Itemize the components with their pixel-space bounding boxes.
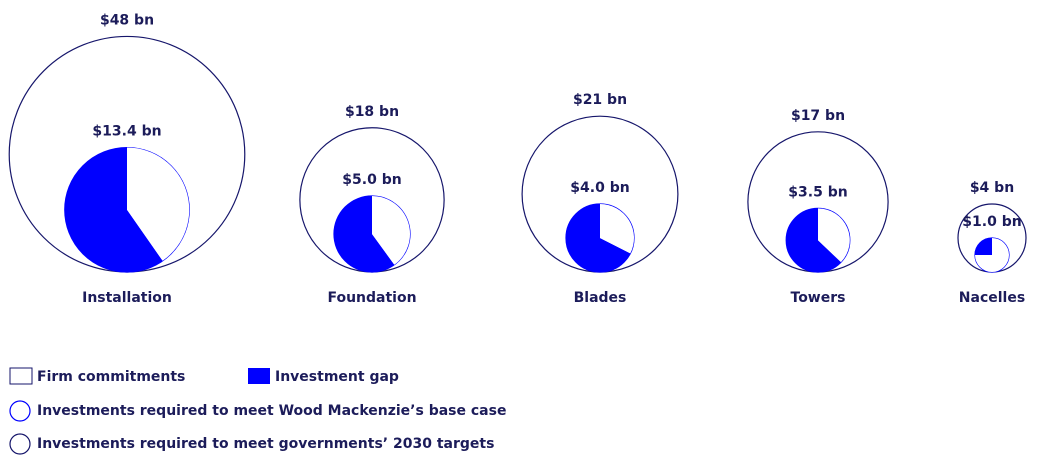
firm-wedge <box>127 147 190 261</box>
firm-wedge <box>372 195 411 265</box>
category-label: Installation <box>82 290 172 306</box>
category-label: Nacelles <box>959 290 1025 306</box>
legend-swatch-firm <box>9 367 33 385</box>
firm-wedge <box>600 204 635 254</box>
base-label: $1.0 bn <box>962 214 1021 230</box>
firm-wedge <box>975 238 1009 272</box>
base-label: $5.0 bn <box>342 172 401 188</box>
legend-swatch-target <box>9 433 31 455</box>
legend-swatch-gap <box>248 368 270 384</box>
legend-label: Investments required to meet governments… <box>37 436 494 452</box>
base-label: $13.4 bn <box>92 124 161 140</box>
gap-wedge <box>566 204 631 272</box>
legend-label: Investment gap <box>275 369 399 385</box>
target-label: $4 bn <box>970 180 1014 196</box>
category-label: Blades <box>574 290 627 306</box>
gap-wedge <box>333 195 395 272</box>
category-label: Towers <box>791 290 846 306</box>
target-label: $17 bn <box>791 108 845 124</box>
category-label: Foundation <box>327 290 416 306</box>
gap-wedge <box>786 208 841 273</box>
legend-label: Firm commitments <box>37 369 185 385</box>
target-label: $18 bn <box>345 104 399 120</box>
legend: Firm commitments Investment gap Investme… <box>9 367 506 455</box>
base-label: $4.0 bn <box>570 180 629 196</box>
firm-wedge <box>818 208 850 263</box>
legend-swatch-base <box>9 400 31 422</box>
target-label: $21 bn <box>573 92 627 108</box>
target-label: $48 bn <box>100 12 154 28</box>
gap-wedge <box>975 238 992 255</box>
gap-wedge <box>64 147 163 272</box>
legend-label: Investments required to meet Wood Macken… <box>37 403 506 419</box>
base-label: $3.5 bn <box>788 184 847 200</box>
